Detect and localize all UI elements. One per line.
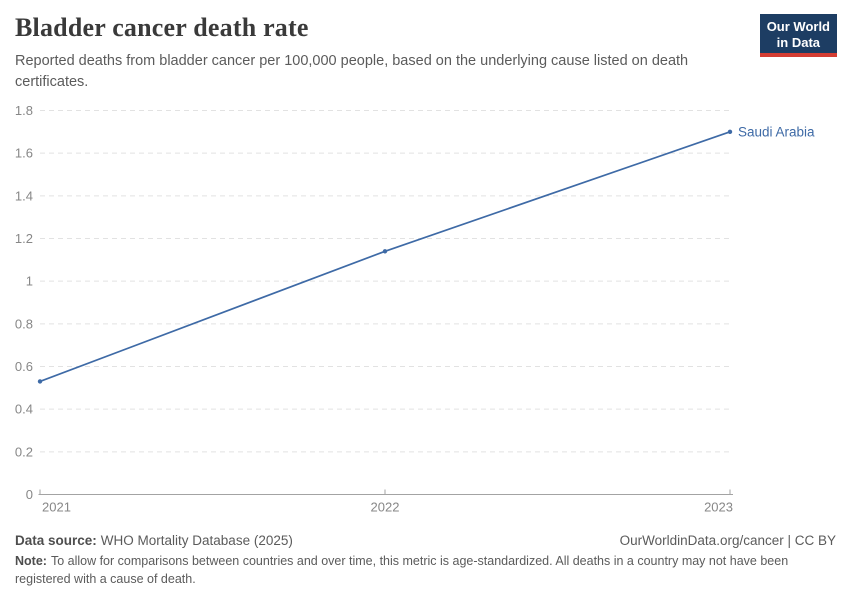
note-value: To allow for comparisons between countri… bbox=[15, 554, 789, 587]
chart-subtitle: Reported deaths from bladder cancer per … bbox=[15, 53, 689, 91]
x-tick-label: 2022 bbox=[371, 500, 400, 515]
y-tick-label: 0.4 bbox=[15, 402, 33, 417]
x-tick-label: 2021 bbox=[42, 500, 71, 515]
data-point bbox=[382, 249, 388, 254]
y-tick-label: 1.8 bbox=[15, 103, 33, 118]
series-line bbox=[39, 131, 731, 383]
chart-title: Bladder cancer death rate bbox=[15, 13, 309, 42]
line-chart-canvas: 0 0.2 0.4 0.6 0.8 1 1.2 1.4 1.6 1.8 2021 2022 2023 Sa… bbox=[15, 103, 815, 515]
logo-line1: Our World bbox=[766, 19, 830, 34]
y-tick-label: 0.2 bbox=[15, 444, 33, 459]
y-tick-label: 1 bbox=[26, 274, 33, 289]
chart-note: Note: To allow for comparisons between co… bbox=[15, 552, 836, 588]
owid-logo: Our World in Data bbox=[759, 14, 837, 58]
y-tick-label: 0 bbox=[26, 487, 33, 502]
data-source-label: Data source: bbox=[15, 533, 97, 548]
y-tick-label: 1.2 bbox=[15, 231, 33, 246]
y-tick-label: 1.6 bbox=[15, 146, 33, 161]
logo-line2: in Data bbox=[776, 34, 821, 50]
chart-footer: Data source: WHO Mortality Database (2025… bbox=[15, 533, 836, 588]
y-tick-label: 0.6 bbox=[15, 359, 33, 374]
data-point bbox=[727, 129, 733, 135]
note-label: Note: bbox=[15, 554, 47, 568]
citation-link[interactable]: OurWorldinData.org/cancer | CC BY bbox=[619, 533, 836, 548]
data-point bbox=[37, 379, 43, 384]
data-source: Data source: WHO Mortality Database (2025… bbox=[15, 533, 293, 548]
data-source-value: WHO Mortality Database (2025) bbox=[100, 533, 293, 548]
entity-label: Saudi Arabia bbox=[738, 124, 815, 139]
y-tick-label: 0.8 bbox=[15, 316, 33, 331]
y-tick-label: 1.4 bbox=[15, 188, 33, 203]
x-tick-label: 2023 bbox=[704, 500, 733, 515]
